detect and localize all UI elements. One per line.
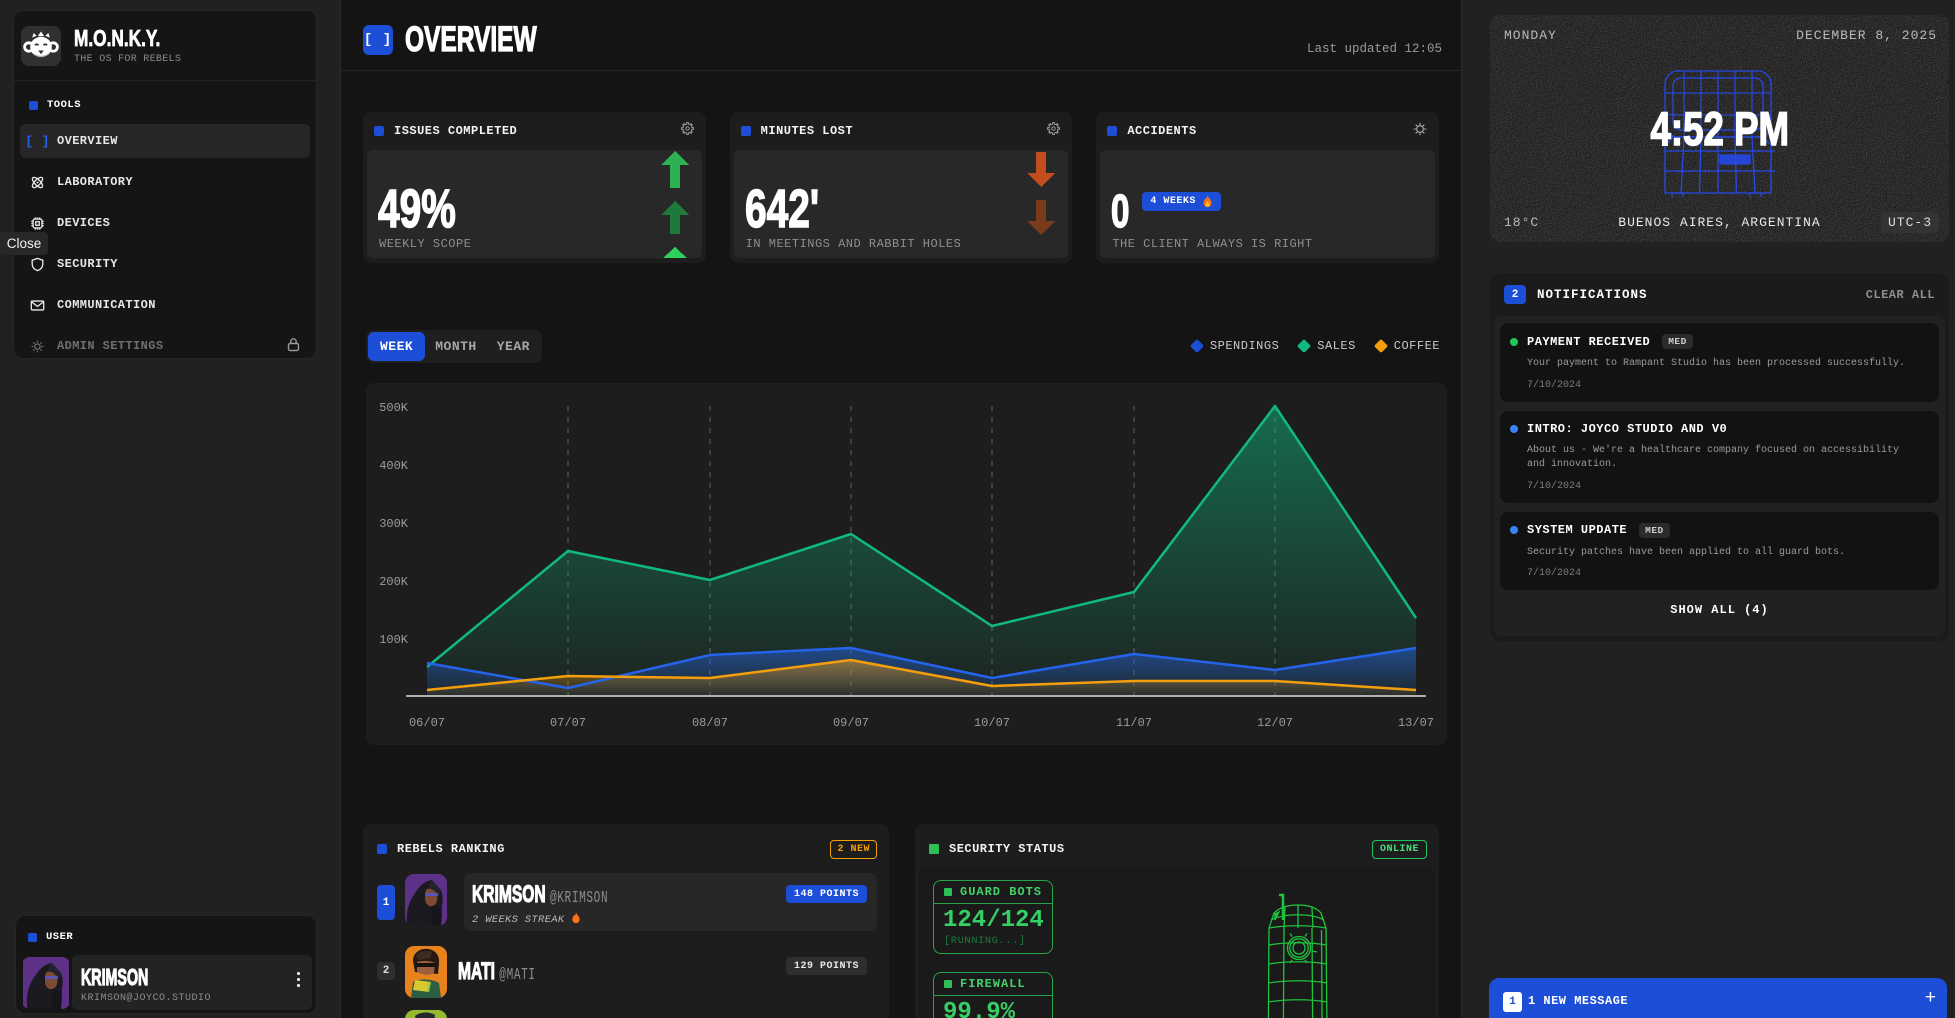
svg-text:500K: 500K	[379, 401, 409, 415]
svg-text:06/07: 06/07	[409, 716, 445, 730]
svg-text:09/07: 09/07	[833, 716, 869, 730]
svg-text:400K: 400K	[379, 459, 409, 473]
svg-text:11/07: 11/07	[1116, 716, 1152, 730]
svg-text:13/07: 13/07	[1398, 716, 1434, 730]
svg-text:300K: 300K	[379, 517, 409, 531]
svg-text:08/07: 08/07	[692, 716, 728, 730]
svg-text:100K: 100K	[379, 633, 409, 647]
svg-text:07/07: 07/07	[550, 716, 586, 730]
svg-text:12/07: 12/07	[1257, 716, 1293, 730]
svg-text:10/07: 10/07	[974, 716, 1010, 730]
svg-text:200K: 200K	[379, 575, 409, 589]
